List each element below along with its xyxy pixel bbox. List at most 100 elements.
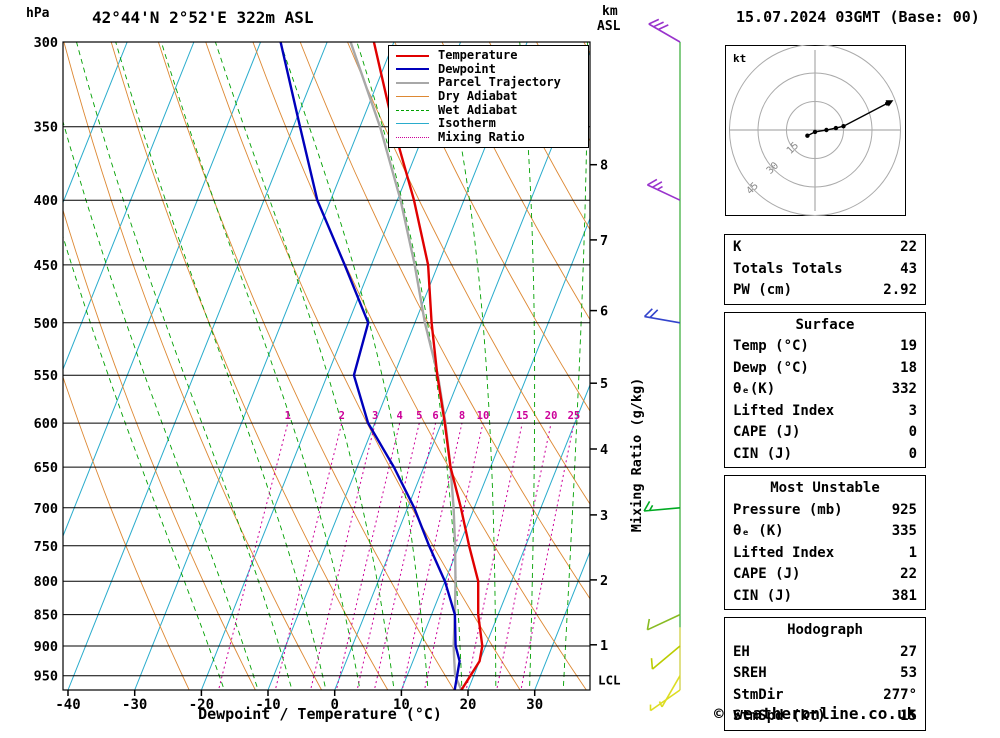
legend-line-swatch <box>396 109 429 111</box>
pressure-unit-label: hPa <box>26 6 50 21</box>
stat-label: Lifted Index <box>733 544 835 561</box>
mixing-ratio-value-label: 1 <box>285 410 291 422</box>
isotherm-line <box>200 42 462 690</box>
km-tick-label: 3 <box>600 508 608 524</box>
wet-adiabat-line <box>214 42 395 690</box>
stat-row: Lifted Index 3 <box>733 401 917 423</box>
stat-label: SREH <box>733 665 767 681</box>
legend-label: Temperature <box>438 48 518 63</box>
legend-line-swatch <box>396 54 429 57</box>
km-tick-label: 6 <box>600 304 608 320</box>
mixing-ratio-value-label: 3 <box>372 410 378 422</box>
stat-row: CAPE (J) 0 <box>733 422 917 444</box>
mixing-ratio-line <box>373 422 437 690</box>
wind-barb <box>646 613 681 631</box>
lcl-label: LCL <box>598 672 621 687</box>
stat-row: CIN (J) 381 <box>733 586 917 608</box>
pressure-tick-label: 450 <box>34 258 58 274</box>
wind-barb <box>649 689 681 712</box>
stat-row: StmSpd (kt) 15 <box>733 706 917 728</box>
dry-adiabat-line <box>110 42 389 690</box>
stat-value: 18 <box>900 359 917 376</box>
chart-legend: Temperature Dewpoint Parcel Trajectory Dry … <box>388 45 589 149</box>
mixing-ratio-line <box>274 422 343 690</box>
stat-row: SREH 53 <box>733 663 917 685</box>
wind-barb <box>650 645 681 670</box>
legend-line-swatch <box>396 136 429 138</box>
panel-title: Most Unstable <box>770 480 880 496</box>
temp-tick-label: -20 <box>189 697 214 713</box>
datetime-label: 15.07.2024 03GMT (Base: 00) <box>736 8 980 26</box>
legend-item: Dry Adiabat <box>396 90 584 104</box>
legend-item: Mixing Ratio <box>396 130 584 145</box>
stat-row: θₑ(K) 332 <box>733 379 917 401</box>
legend-label: Dry Adiabat <box>438 89 518 104</box>
legend-line-swatch <box>396 96 429 98</box>
isotherm-line <box>534 550 590 690</box>
mixing-ratio-value-label: 4 <box>397 410 403 422</box>
hodograph-trace-dot <box>841 124 846 129</box>
stat-label: θₑ(K) <box>733 381 776 397</box>
wind-barb <box>646 178 681 201</box>
legend-label: Isotherm <box>438 116 496 131</box>
km-tick-label: 2 <box>600 573 608 589</box>
pressure-tick-label: 500 <box>34 316 58 332</box>
stat-value: 3 <box>908 402 917 419</box>
altitude-unit-km-label: km <box>602 4 618 19</box>
legend-item: Isotherm <box>396 117 584 131</box>
mixing-ratio-value-label: 6 <box>432 410 438 422</box>
stat-value: 1 <box>908 544 917 561</box>
legend-label: Dewpoint <box>438 61 496 76</box>
km-tick-label: 8 <box>600 158 608 174</box>
stat-value: 43 <box>900 260 917 277</box>
stats-panels: K 22 Totals Totals 43 PW (cm) 2.92 Surface Temp… <box>724 234 926 738</box>
stat-value: 22 <box>900 566 917 582</box>
dry-adiabat-line <box>347 42 590 505</box>
stat-row: EH 27 <box>733 642 917 664</box>
stat-label: Temp (°C) <box>733 338 809 354</box>
legend-label: Parcel Trajectory <box>438 75 561 90</box>
isotherm-line <box>467 383 590 690</box>
isotherm-line <box>63 42 128 204</box>
dry-adiabat-line <box>63 208 256 690</box>
plot-border <box>62 41 591 691</box>
dry-adiabat-line <box>441 42 590 321</box>
hodograph-ring <box>729 45 901 216</box>
mixing-ratio-line <box>520 423 575 690</box>
stat-label: PW (cm) <box>733 282 793 298</box>
stat-label: Totals Totals <box>733 260 843 277</box>
stat-label: StmDir <box>733 686 784 703</box>
stat-value: 925 <box>891 501 917 518</box>
stat-value: 381 <box>891 587 917 604</box>
dry-adiabat-line <box>157 42 455 690</box>
pressure-tick-label: 950 <box>34 669 58 685</box>
stat-row: Pressure (mb) 925 <box>733 500 917 522</box>
pressure-tick-label: 650 <box>34 460 58 476</box>
km-tick-label: 1 <box>600 638 608 654</box>
pressure-tick-label: 400 <box>34 193 58 209</box>
stat-label: CIN (J) <box>733 445 793 462</box>
stat-row: Temp (°C) 19 <box>733 336 917 358</box>
legend-line-swatch <box>396 81 429 84</box>
stat-label: CAPE (J) <box>733 566 801 582</box>
stat-value: 0 <box>908 424 917 440</box>
temp-tick-label: -40 <box>55 697 80 713</box>
stat-value: 19 <box>900 338 917 354</box>
legend-label: Wet Adiabat <box>438 102 518 117</box>
temp-tick-label: 30 <box>526 697 543 713</box>
stat-value: 332 <box>891 381 917 397</box>
mixing-ratio-value-label: 25 <box>568 410 581 422</box>
copyright: © weatheronline.co.uk <box>714 704 917 723</box>
isotherm-line <box>334 50 590 690</box>
temp-tick-label: 0 <box>330 697 338 713</box>
pressure-tick-label: 300 <box>34 35 58 51</box>
pressure-tick-label: 750 <box>34 539 58 555</box>
dry-adiabat-line <box>63 375 190 690</box>
dry-adiabat-line <box>488 42 590 231</box>
hodograph-ring <box>757 72 873 188</box>
isotherm-line <box>63 42 195 371</box>
stat-label: Lifted Index <box>733 402 835 419</box>
pressure-tick-label: 900 <box>34 639 58 655</box>
